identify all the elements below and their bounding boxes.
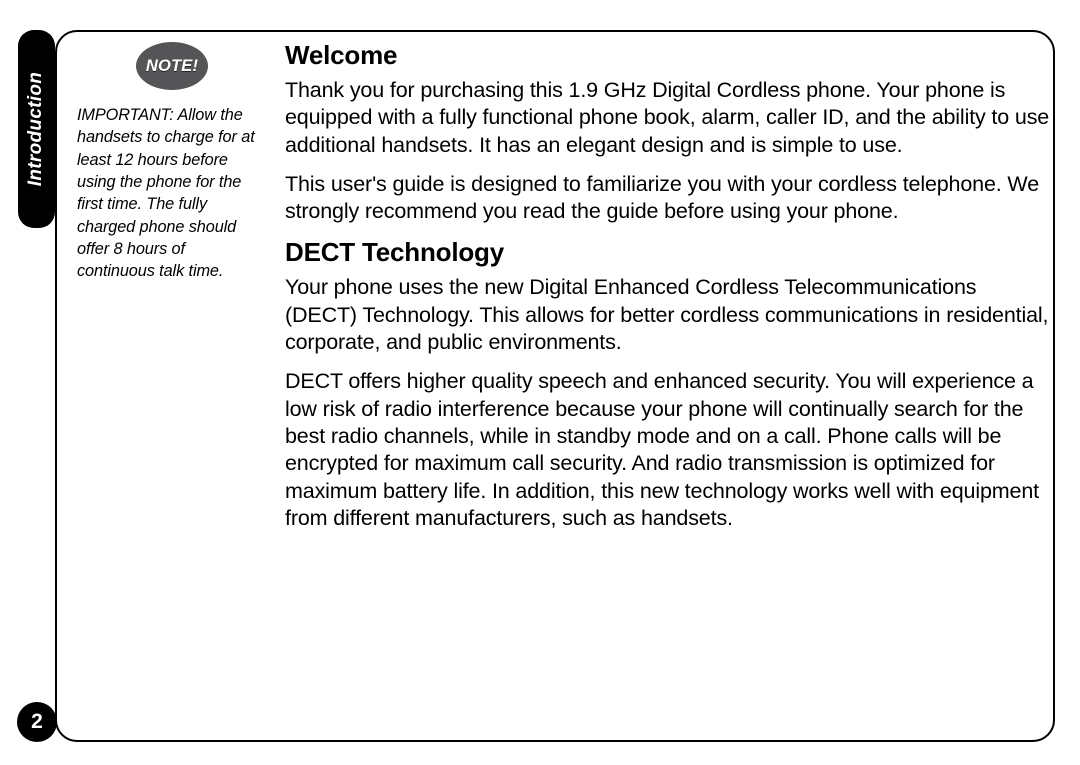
dect-paragraph-2: DECT offers higher quality speech and en… bbox=[285, 368, 1052, 532]
page-number: 2 bbox=[31, 710, 43, 734]
welcome-paragraph-2: This user's guide is designed to familia… bbox=[285, 171, 1052, 226]
note-badge-label: NOTE! bbox=[146, 57, 198, 76]
note-text: IMPORTANT: Allow the handsets to charge … bbox=[77, 104, 267, 283]
welcome-paragraph-1: Thank you for purchasing this 1.9 GHz Di… bbox=[285, 77, 1052, 159]
section-tab-label: Introduction bbox=[26, 72, 48, 186]
main-column: Welcome Thank you for purchasing this 1.… bbox=[285, 40, 1054, 739]
note-badge: NOTE! bbox=[136, 42, 208, 90]
content-area: NOTE! IMPORTANT: Allow the handsets to c… bbox=[77, 40, 1054, 739]
page-number-badge: 2 bbox=[17, 702, 57, 742]
section-tab: Introduction bbox=[18, 30, 55, 228]
heading-welcome: Welcome bbox=[285, 40, 1052, 71]
manual-page: Introduction 2 NOTE! IMPORTANT: Allow th… bbox=[0, 0, 1080, 765]
dect-paragraph-1: Your phone uses the new Digital Enhanced… bbox=[285, 274, 1052, 356]
heading-dect: DECT Technology bbox=[285, 237, 1052, 268]
side-note-column: NOTE! IMPORTANT: Allow the handsets to c… bbox=[77, 40, 267, 739]
